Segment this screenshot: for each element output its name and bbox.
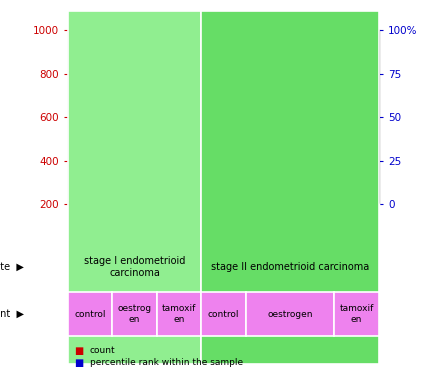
Text: GSM65279: GSM65279 [130,201,139,247]
Bar [166,196,192,204]
Text: GSM65283: GSM65283 [219,201,228,247]
Text: ■: ■ [74,358,84,368]
Text: GSM65277: GSM65277 [85,201,95,247]
Text: oestrog
en: oestrog en [117,304,152,324]
Text: GSM65281: GSM65281 [174,201,184,247]
Text: agent  ▶: agent ▶ [0,309,24,319]
Text: stage I endometrioid
carcinoma: stage I endometrioid carcinoma [84,256,185,278]
Title: GDS3604 / 36175_s_at: GDS3604 / 36175_s_at [148,16,299,29]
Bar [343,102,370,204]
Text: disease state  ▶: disease state ▶ [0,262,24,272]
Text: oestrogen: oestrogen [267,310,313,319]
Text: GSM65284: GSM65284 [263,201,272,247]
Text: ■: ■ [74,346,84,355]
Text: control: control [208,310,239,319]
Bar [254,100,281,204]
Text: control: control [74,310,106,319]
Text: GSM65285: GSM65285 [308,201,317,247]
Bar [121,156,148,204]
Bar [299,107,325,204]
Text: percentile rank within the sample: percentile rank within the sample [90,358,243,367]
Text: GSM65287: GSM65287 [352,201,361,247]
Text: stage II endometrioid carcinoma: stage II endometrioid carcinoma [211,262,369,272]
Bar [77,143,103,204]
Text: tamoxif
en: tamoxif en [162,304,196,324]
Text: tamoxif
en: tamoxif en [339,304,374,324]
Bar [210,58,237,204]
Text: count: count [90,346,116,355]
